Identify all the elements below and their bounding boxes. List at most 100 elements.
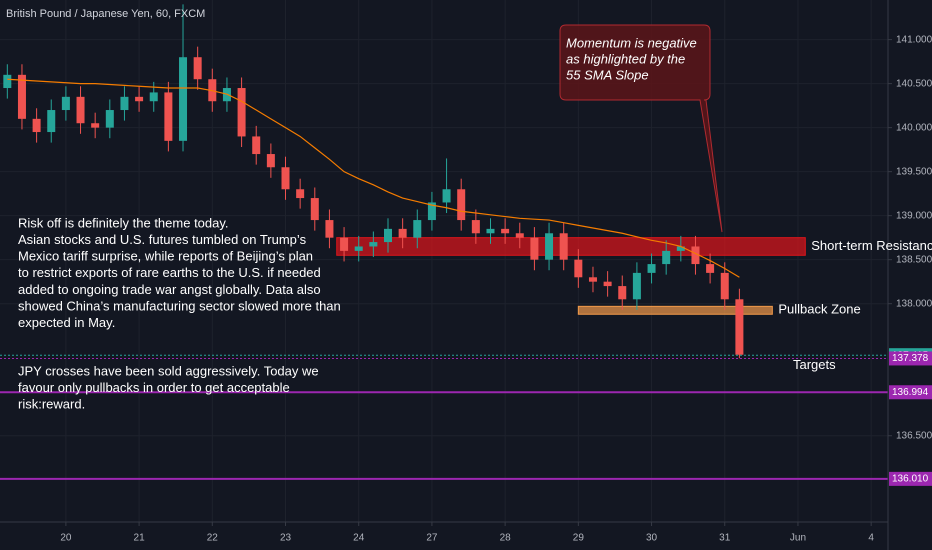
y-tick-label: 140.000 — [896, 122, 932, 133]
x-tick-label: 20 — [60, 533, 72, 544]
candle-body — [120, 96, 129, 111]
y-tick-label: 138.000 — [896, 298, 932, 309]
candle-body — [676, 246, 685, 251]
x-tick-label: 30 — [646, 533, 658, 544]
note-text: risk:reward. — [18, 397, 85, 412]
candle-body — [193, 57, 202, 80]
x-tick-label: 23 — [280, 533, 292, 544]
candle-body — [252, 136, 261, 155]
candle-body — [32, 118, 41, 133]
note-text: Risk off is definitely the theme today. — [18, 215, 229, 230]
y-tick-label: 138.500 — [896, 254, 932, 265]
candle-body — [603, 281, 612, 287]
candle-body — [135, 96, 144, 102]
candle-body — [296, 189, 305, 199]
candle-body — [618, 286, 627, 300]
level-label: 137.378 — [892, 353, 929, 364]
x-tick-label: 22 — [207, 533, 219, 544]
x-tick-label: 4 — [868, 533, 874, 544]
candle-body — [237, 88, 246, 137]
y-tick-label: 136.500 — [896, 430, 932, 441]
sma-line — [7, 78, 740, 278]
x-tick-label: 21 — [134, 533, 146, 544]
candle-body — [471, 220, 480, 234]
y-tick-label: 139.500 — [896, 166, 932, 177]
candle-body — [61, 96, 70, 111]
candle-body — [442, 189, 451, 203]
callout-text: as highlighted by the — [566, 51, 685, 66]
x-tick-label: 29 — [573, 533, 585, 544]
candle-body — [632, 272, 641, 300]
candle-body — [413, 220, 422, 238]
candle-body — [3, 74, 12, 89]
candle-body — [266, 154, 275, 168]
zones — [336, 237, 806, 315]
candle-body — [47, 110, 56, 133]
candle-body — [354, 246, 363, 251]
annotations: Short-term Resistance Pullback Zone Target… — [18, 35, 932, 411]
level-label-box — [889, 471, 932, 486]
candle-body — [325, 220, 334, 238]
note-text: to restrict exports of rare earths to th… — [18, 265, 321, 280]
candle-body — [691, 246, 700, 265]
note-text: added to ongoing trade war angst globall… — [18, 282, 321, 297]
candle-body — [515, 233, 524, 238]
x-tick-label: 28 — [500, 533, 512, 544]
note-text: showed China’s manufacturing sector slow… — [18, 298, 341, 313]
x-tick-label: 31 — [719, 533, 731, 544]
candle-body — [457, 189, 466, 221]
candle-body — [735, 299, 744, 355]
candle-body — [501, 228, 510, 234]
candle-body — [164, 92, 173, 141]
candle-body — [76, 96, 85, 124]
candle-body — [647, 264, 656, 273]
candle-body — [574, 259, 583, 278]
candle-body — [530, 237, 539, 260]
candle-body — [662, 250, 671, 265]
candle-body — [105, 110, 114, 128]
y-tick-label: 139.000 — [896, 210, 932, 221]
candle-body — [545, 233, 554, 260]
y-tick-label: 141.000 — [896, 34, 932, 45]
note-text: expected in May. — [18, 315, 115, 330]
zone-label: Pullback Zone — [778, 302, 860, 317]
note-text: Mexico tariff surprise, while reports of… — [18, 249, 313, 264]
x-tick-label: 24 — [353, 533, 365, 544]
level-label-box — [889, 385, 932, 400]
level-label: 136.994 — [892, 387, 929, 398]
callout-text: Momentum is negative — [566, 35, 697, 50]
note-text: favour only pullbacks in order to get ac… — [18, 380, 290, 395]
zone-label: Short-term Resistance — [811, 238, 932, 253]
candle-body — [588, 277, 597, 282]
candle-body — [398, 228, 407, 238]
candle-body — [17, 74, 26, 119]
candle-body — [179, 57, 188, 141]
level-label: 136.010 — [892, 474, 929, 485]
level-label-box — [889, 351, 932, 366]
candle-body — [706, 264, 715, 273]
callout-box — [559, 24, 723, 233]
chart-title: British Pound / Japanese Yen, 60, FXCM — [6, 8, 205, 20]
candle-body — [369, 242, 378, 247]
x-tick-label: 27 — [426, 533, 438, 544]
candle-body — [281, 167, 290, 190]
note-text: Asian stocks and U.S. futures tumbled on… — [18, 232, 307, 247]
candle-body — [340, 237, 349, 251]
candle-body — [427, 202, 436, 221]
candle-body — [91, 123, 100, 128]
zone — [336, 237, 806, 256]
candle-body — [486, 228, 495, 234]
candle-body — [149, 92, 158, 102]
candles — [3, 4, 744, 359]
y-tick-label: 140.500 — [896, 78, 932, 89]
candle-body — [383, 228, 392, 243]
zone — [577, 305, 773, 315]
candle-body — [559, 233, 568, 260]
note-text: JPY crosses have been sold aggressively.… — [18, 363, 319, 378]
targets-label: Targets — [793, 357, 836, 372]
candle-body — [310, 198, 319, 221]
candle-body — [720, 272, 729, 300]
